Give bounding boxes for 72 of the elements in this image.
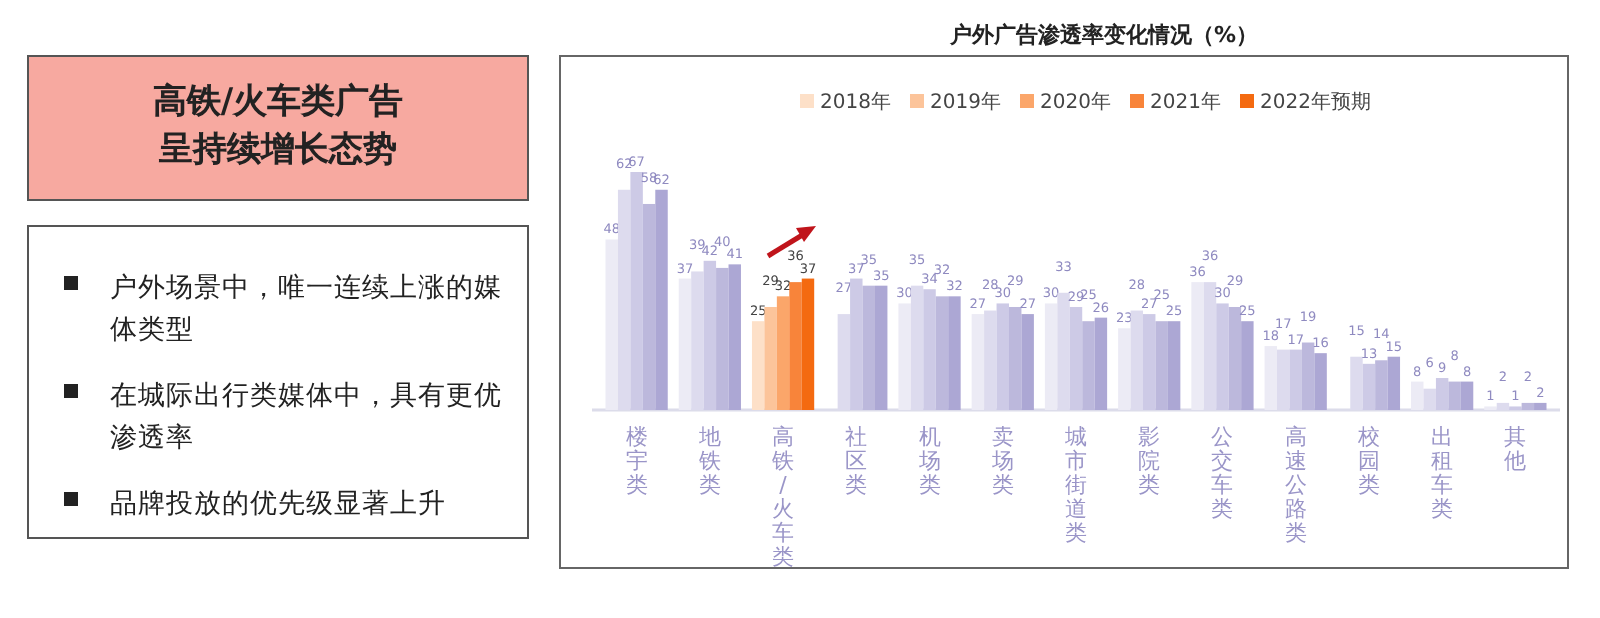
bar [971,314,985,410]
bar [1289,349,1302,410]
bar [1094,317,1108,410]
bar [1216,303,1229,410]
bar [1314,353,1327,410]
bar [898,303,911,410]
x-tick-label: 校园类 [1355,424,1380,498]
bar [1118,328,1131,410]
bar [630,172,643,410]
x-tick-label: 卖场类 [989,424,1014,498]
bar [1082,321,1095,410]
bar [1155,321,1168,410]
bar [1460,381,1474,410]
bar [1448,381,1461,410]
bar [642,203,656,410]
x-tick-label: 城市街道类 [1063,424,1087,546]
bar [1301,342,1315,410]
bar [862,285,875,410]
chart-title: 户外广告渗透率变化情况（%） [947,22,1259,48]
bar [1143,314,1156,410]
x-tick-label: 其他 [1504,424,1527,474]
bar [1228,306,1242,410]
bar [1387,356,1401,410]
x-tick-label: 机场类 [916,424,941,498]
x-tick-label: 地铁类 [696,424,721,498]
bar [1435,378,1449,410]
bar [703,260,717,410]
legend-label: 2021年 [1150,90,1221,114]
bar [801,278,815,410]
bar [776,296,790,410]
bar [1069,306,1083,410]
bar [764,306,777,410]
text: 高铁/火车类广告呈持续增长态势 [152,82,404,170]
bar [605,239,618,410]
bar [874,285,888,410]
bar [716,267,729,410]
bar [1521,402,1535,410]
bar [1167,321,1181,410]
bar [935,296,949,410]
bar [1008,306,1022,410]
bar [751,321,765,410]
bar [1241,321,1254,410]
x-tick-label: 公交车类 [1211,424,1234,522]
x-tick-label: 社区类 [845,424,868,498]
bar [1191,282,1204,410]
bar [655,189,668,410]
bar [948,296,961,410]
text: 户外场景中，唯一连续上涨的媒体类型 [110,272,502,346]
bar [1411,381,1424,410]
bar [1264,346,1278,410]
text: 在城际出行类媒体中，具有更优渗透率 [110,380,502,454]
x-tick-label: 出租车类 [1431,424,1454,522]
bar [850,278,863,410]
legend-label: 2020年 [1040,90,1111,114]
x-tick-label: 影院类 [1138,424,1161,498]
x-tick-label: 高铁/火车类 [770,424,795,570]
bar [1021,314,1034,410]
x-tick-label: 高速公路类 [1284,424,1307,546]
bar [789,282,802,410]
bar [1534,402,1547,410]
bar [678,278,692,410]
bar [923,289,936,410]
legend-label: 2018年 [820,90,891,114]
bar [1375,360,1388,410]
legend-label: 2019年 [930,90,1001,114]
bar [728,264,741,410]
bar [996,303,1009,410]
legend-label: 2022年预期 [1260,90,1371,114]
bar [1362,363,1376,410]
x-tick-label: 楼宇类 [625,424,648,498]
bar [1044,303,1058,410]
text: 品牌投放的优先级显著上升 [110,488,446,520]
